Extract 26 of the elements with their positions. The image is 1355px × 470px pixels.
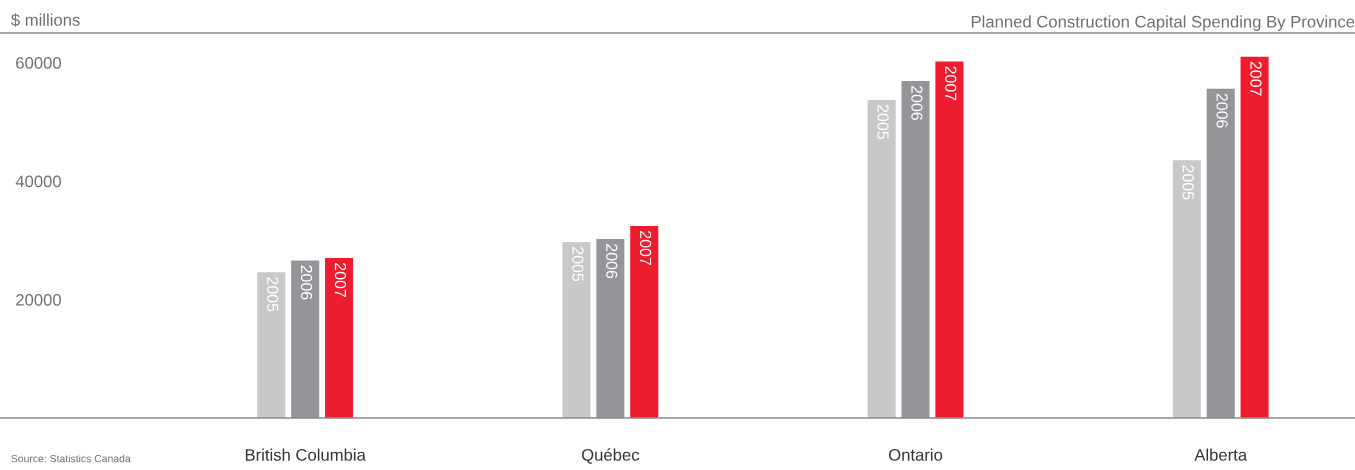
bar [867, 99, 896, 418]
y-tick-label: 20000 [16, 293, 61, 306]
text: 2006 [911, 85, 923, 120]
text: 2006 [300, 265, 313, 300]
source-note: Source: Statistics Canada [11, 454, 131, 463]
bar [935, 61, 964, 418]
y-tick-label: 40000 [15, 175, 61, 188]
bar [325, 258, 354, 418]
text: 2007 [1250, 61, 1262, 96]
bar [630, 226, 659, 418]
bar [1240, 56, 1269, 418]
bar [1172, 160, 1201, 418]
text: 2006 [1216, 93, 1228, 128]
bar [562, 242, 591, 418]
y-tick-label: 60000 [16, 57, 61, 69]
x-tick-label: British Columbia [245, 448, 366, 461]
y-axis-title: $ millions [11, 13, 80, 27]
text: 2007 [945, 66, 957, 101]
x-tick-label: Québec [581, 448, 640, 464]
x-tick-label: Alberta [1194, 448, 1248, 461]
series-label: 2007 [639, 231, 652, 265]
chart-title: Planned Construction Capital Spending By Province [971, 15, 1355, 31]
bar [257, 272, 286, 418]
x-tick-label: Ontario [889, 448, 943, 461]
text: 2007 [334, 263, 347, 297]
series-label: 2006 [606, 244, 618, 279]
